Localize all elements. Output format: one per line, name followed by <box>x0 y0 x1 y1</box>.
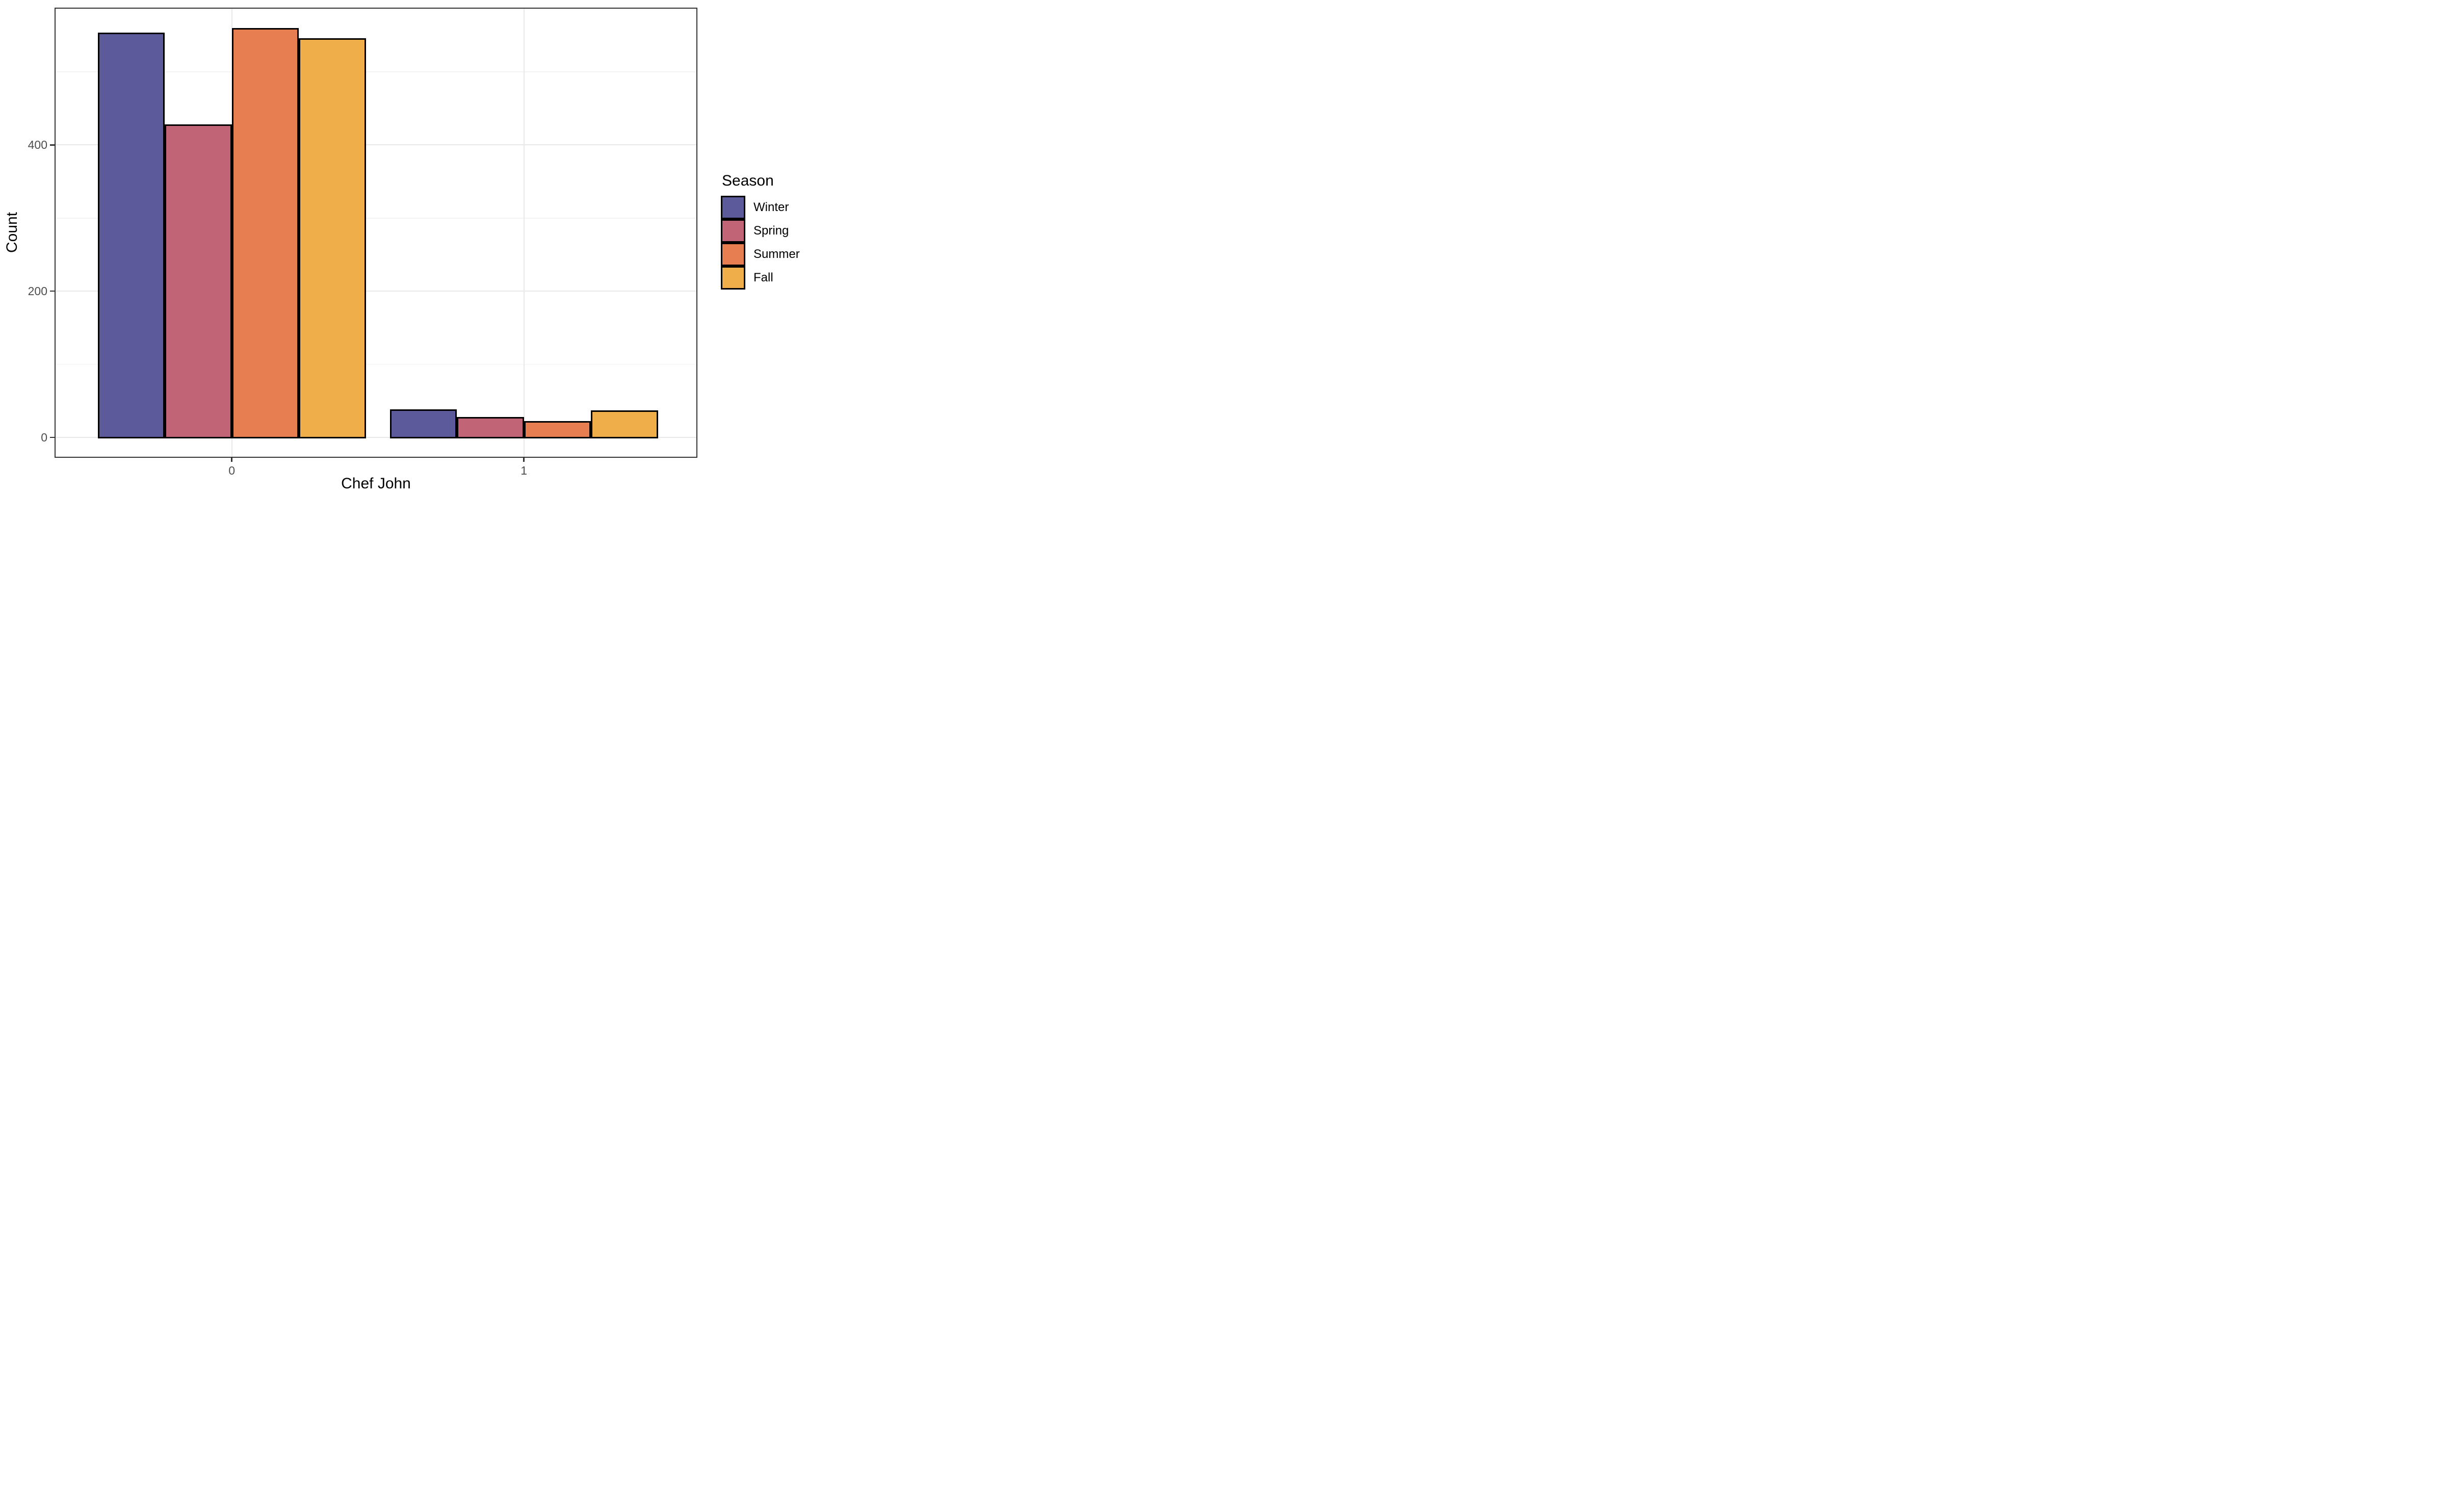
bar-fall-1 <box>591 410 658 438</box>
gridline-major-y-200 <box>54 291 698 292</box>
gridline-major-x-1 <box>523 8 525 458</box>
plot-panel <box>54 8 698 458</box>
x-tick-label-0: 0 <box>228 464 236 477</box>
legend-label-fall: Fall <box>753 271 773 284</box>
y-axis-title: Count <box>4 212 20 253</box>
legend-swatch-spring <box>721 219 745 243</box>
legend-entry-fall: Fall <box>721 266 800 290</box>
y-tick-200 <box>50 290 55 292</box>
legend-label-winter: Winter <box>753 200 789 214</box>
x-tick-0 <box>231 458 232 462</box>
y-tick-0 <box>50 436 55 438</box>
legend-label-summer: Summer <box>753 247 800 261</box>
gridline-major-y-400 <box>54 144 698 146</box>
bar-chart-figure: 0 200 400 0 1 Chef John Count Season Winter… <box>0 0 816 504</box>
bar-fall-0 <box>299 38 366 438</box>
legend-entry-spring: Spring <box>721 219 800 243</box>
bar-summer-0 <box>231 28 299 438</box>
y-tick-label-400: 400 <box>28 138 47 152</box>
bar-spring-0 <box>165 124 232 438</box>
y-tick-400 <box>50 144 55 146</box>
gridline-major-y-0 <box>54 436 698 438</box>
legend-title: Season <box>722 172 774 189</box>
legend-entry-summer: Summer <box>721 243 800 266</box>
bar-winter-1 <box>389 409 457 438</box>
legend-entry-winter: Winter <box>721 196 800 219</box>
gridline-minor-y-500 <box>54 71 698 72</box>
bar-winter-0 <box>97 32 165 438</box>
y-tick-label-0: 0 <box>41 430 47 444</box>
legend-label-spring: Spring <box>753 224 789 238</box>
bar-spring-1 <box>457 416 524 438</box>
x-axis-title: Chef John <box>341 475 411 492</box>
legend: Season Winter Spring Summer Fall <box>721 172 800 290</box>
legend-entries: Winter Spring Summer Fall <box>721 196 800 290</box>
x-tick-label-1: 1 <box>520 464 528 477</box>
legend-swatch-winter <box>721 196 745 219</box>
bar-summer-1 <box>524 421 591 438</box>
legend-swatch-summer <box>721 243 745 266</box>
y-tick-label-200: 200 <box>28 284 47 298</box>
legend-swatch-fall <box>721 266 745 290</box>
x-tick-1 <box>523 458 525 462</box>
